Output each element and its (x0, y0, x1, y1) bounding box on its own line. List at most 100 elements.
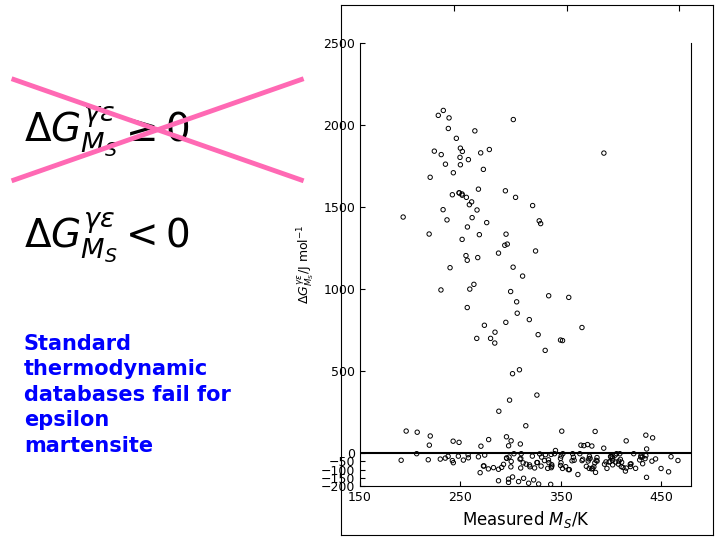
Point (516, 509, 527, 517)
Point (444, 115, 455, 124)
Point (491, 510, 503, 519)
Point (609, 132, 621, 141)
Point (519, 521, 531, 530)
Point (621, 494, 633, 502)
Point (673, 509, 685, 518)
Point (615, 502, 626, 510)
Point (536, 528, 547, 537)
Point (554, 491, 565, 500)
Point (507, 519, 518, 528)
Point (657, 486, 669, 495)
Point (426, 498, 437, 507)
Point (516, 480, 527, 489)
Point (539, 496, 551, 504)
Point (456, 317, 467, 326)
Point (561, 506, 572, 515)
Point (544, 493, 555, 502)
Point (415, 470, 426, 479)
Point (529, 195, 541, 204)
Point (513, 525, 525, 534)
Text: $\Delta G^{\gamma\varepsilon}_{M_S} < 0$: $\Delta G^{\gamma\varepsilon}_{M_S} < 0$ (24, 211, 190, 265)
Point (537, 492, 549, 501)
Point (457, 497, 469, 505)
Point (626, 501, 637, 509)
Point (594, 497, 606, 506)
Point (399, 491, 410, 500)
Point (551, 505, 562, 514)
Point (508, 492, 520, 501)
Point (551, 507, 562, 515)
Point (503, 526, 514, 535)
Point (562, 495, 573, 503)
Point (563, 509, 575, 518)
Point (619, 500, 631, 509)
Point (544, 368, 555, 377)
Point (619, 505, 631, 514)
Point (634, 476, 646, 485)
Point (491, 252, 503, 261)
Point (516, 497, 528, 506)
Point (414, 161, 426, 170)
Point (622, 502, 634, 510)
Text: $\Delta G^{\gamma\varepsilon}_{M_S} \geq 0$: $\Delta G^{\gamma\varepsilon}_{M_S} \geq… (24, 105, 190, 159)
Point (467, 200, 478, 209)
Point (499, 178, 510, 186)
Point (570, 511, 582, 519)
Point (451, 131, 462, 139)
Point (472, 483, 483, 491)
Point (546, 509, 558, 518)
Point (471, 132, 482, 141)
Point (429, 82, 441, 90)
Point (440, 477, 451, 485)
Point (485, 508, 497, 517)
Point (447, 180, 459, 188)
Point (491, 441, 503, 450)
Point (475, 494, 487, 502)
Point (580, 517, 592, 525)
Point (384, 209, 395, 218)
Point (585, 500, 596, 509)
Point (587, 482, 598, 491)
Point (451, 500, 463, 508)
Point (574, 491, 585, 500)
Point (413, 229, 425, 238)
Point (656, 494, 667, 503)
Point (628, 498, 639, 507)
Point (426, 296, 438, 305)
Point (427, 134, 438, 143)
Point (505, 501, 517, 510)
Point (682, 514, 693, 522)
Point (585, 341, 596, 349)
Point (503, 522, 514, 531)
Point (626, 504, 637, 513)
Point (575, 496, 587, 504)
Point (624, 491, 635, 500)
Point (536, 213, 548, 222)
Point (599, 465, 611, 474)
Point (446, 478, 458, 487)
Point (500, 497, 511, 505)
Point (593, 498, 604, 507)
Point (547, 303, 559, 312)
Point (413, 482, 425, 490)
Point (555, 488, 567, 496)
Point (585, 498, 597, 507)
Point (515, 392, 526, 400)
Point (503, 482, 514, 491)
Point (501, 241, 513, 250)
Point (652, 496, 664, 504)
Point (522, 504, 534, 513)
Point (464, 106, 476, 114)
Point (456, 260, 467, 269)
Point (616, 501, 627, 510)
Point (487, 347, 498, 355)
Point (631, 508, 642, 517)
Point (449, 146, 460, 155)
Point (516, 491, 528, 500)
Point (639, 504, 651, 512)
Point (469, 176, 480, 184)
Point (591, 481, 603, 489)
Point (663, 501, 675, 509)
Point (609, 485, 621, 494)
Point (450, 183, 462, 191)
